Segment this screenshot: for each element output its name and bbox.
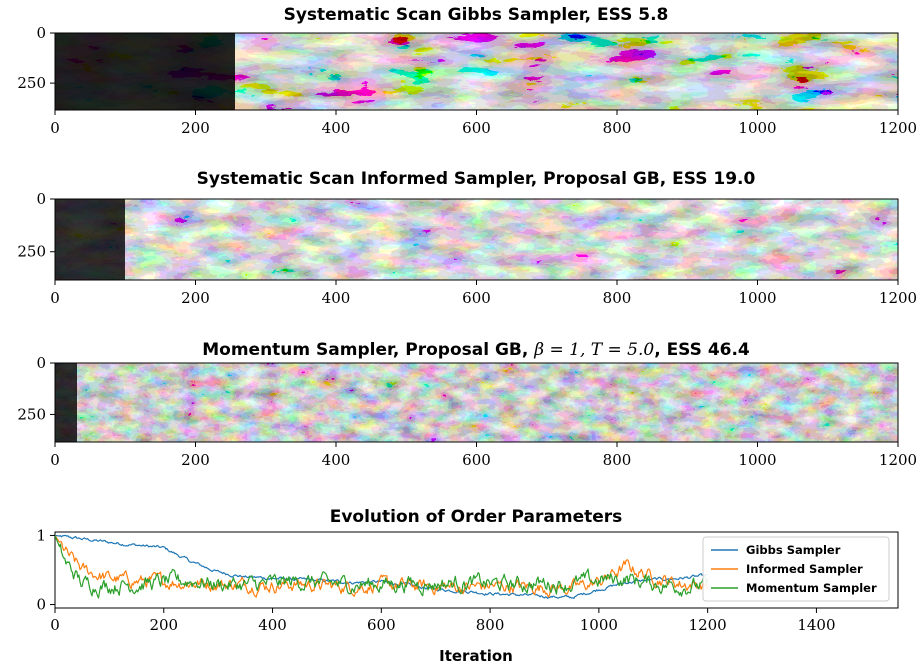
- x-tick-label: 0: [50, 616, 60, 634]
- x-axis-label: Iteration: [439, 647, 513, 665]
- x-tick-label: 600: [462, 119, 491, 137]
- x-tick-label: 600: [367, 616, 396, 634]
- y-tick-label: 0: [36, 354, 46, 372]
- panel-order-parameters: Evolution of Order Parameters 0 200 400 600…: [36, 507, 899, 665]
- heatmap-gibbs: [54, 32, 899, 111]
- legend-box: [702, 536, 890, 602]
- line-series-layer: [55, 534, 709, 599]
- x-tick-label: 400: [322, 289, 351, 307]
- line-chart-title: Evolution of Order Parameters: [330, 507, 623, 527]
- panel-momentum: Momentum Sampler, Proposal GB, β = 1, T …: [17, 340, 917, 469]
- x-tick-label: 200: [181, 119, 210, 137]
- axes-momentum: 0 200 400 600 800 1000 1200 0 250: [17, 354, 917, 469]
- heatmap-informed: [54, 198, 899, 281]
- panel-momentum-title: Momentum Sampler, Proposal GB, β = 1, T …: [202, 340, 750, 360]
- x-tick-label: 1200: [879, 119, 917, 137]
- y-tick-label: 1: [36, 526, 46, 544]
- x-tick-label: 800: [603, 451, 632, 469]
- y-tick-label: 0: [36, 190, 46, 208]
- legend-items: Gibbs Sampler Informed Sampler Momentum Sa…: [711, 543, 877, 595]
- x-tick-label: 400: [322, 119, 351, 137]
- panel-gibbs: Systematic Scan Gibbs Sampler, ESS 5.8 0…: [17, 5, 917, 137]
- x-tick-label: 600: [462, 451, 491, 469]
- legend-label: Informed Sampler: [746, 562, 863, 576]
- x-tick-label: 1200: [689, 616, 727, 634]
- x-tick-label: 1000: [738, 119, 776, 137]
- x-tick-label: 400: [322, 451, 351, 469]
- x-tick-label: 600: [462, 289, 491, 307]
- x-tick-label: 1400: [797, 616, 835, 634]
- x-tick-label: 800: [476, 616, 505, 634]
- x-tick-label: 0: [50, 119, 60, 137]
- x-tick-label: 400: [258, 616, 287, 634]
- legend-label: Momentum Sampler: [746, 581, 877, 595]
- x-tick-label: 200: [181, 451, 210, 469]
- panel-momentum-title-math: β = 1, T = 5.0: [533, 340, 654, 360]
- panel-gibbs-title: Systematic Scan Gibbs Sampler, ESS 5.8: [284, 5, 669, 25]
- x-tick-label: 1200: [879, 289, 917, 307]
- x-tick-label: 1000: [580, 616, 618, 634]
- axes-line: 0 200 400 600 800 1000 1200 1400 0 1: [36, 526, 835, 634]
- heatmap-momentum: [54, 362, 899, 443]
- panel-informed: Systematic Scan Informed Sampler, Propos…: [17, 169, 917, 307]
- y-tick-label: 0: [36, 24, 46, 42]
- legend-label: Gibbs Sampler: [746, 543, 841, 557]
- axes-gibbs: 0 200 400 600 800 1000 1200 0 250: [17, 24, 917, 137]
- x-tick-label: 0: [50, 289, 60, 307]
- x-tick-label: 800: [603, 119, 632, 137]
- x-tick-label: 0: [50, 451, 60, 469]
- x-tick-label: 1000: [738, 289, 776, 307]
- x-tick-label: 800: [603, 289, 632, 307]
- y-tick-label: 250: [17, 243, 46, 261]
- y-tick-label: 0: [36, 596, 46, 614]
- series-line-gibbs-sampler: [55, 534, 708, 599]
- legend: Gibbs Sampler Informed Sampler Momentum Sa…: [702, 536, 890, 602]
- y-tick-label: 250: [17, 74, 46, 92]
- panel-informed-title: Systematic Scan Informed Sampler, Propos…: [197, 169, 756, 189]
- panel-momentum-title-part-1: Momentum Sampler, Proposal GB,: [202, 340, 534, 360]
- x-tick-label: 200: [149, 616, 178, 634]
- x-tick-label: 1000: [738, 451, 776, 469]
- y-tick-label: 250: [17, 405, 46, 423]
- x-tick-label: 1200: [879, 451, 917, 469]
- series-line-momentum-sampler: [55, 535, 709, 599]
- x-tick-label: 200: [181, 289, 210, 307]
- panel-momentum-title-part-3: , ESS 46.4: [654, 340, 750, 360]
- axes-informed: 0 200 400 600 800 1000 1200 0 250: [17, 190, 917, 307]
